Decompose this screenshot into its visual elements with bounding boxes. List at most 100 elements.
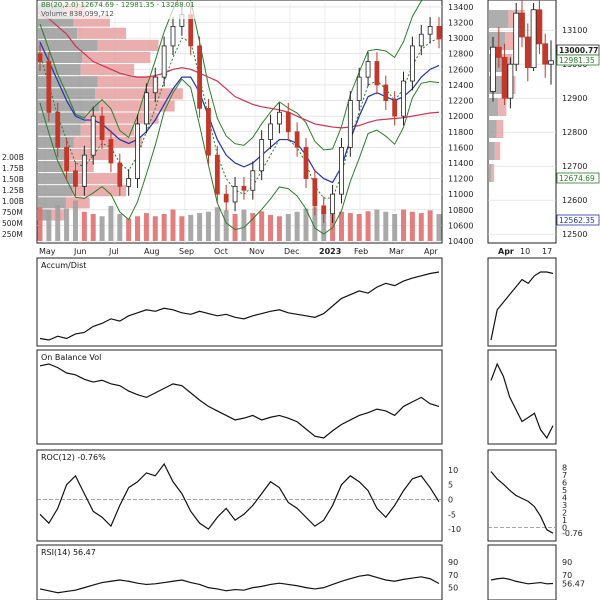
side-panel-frame-2 (487, 349, 557, 445)
x-tick-label: Sep (179, 247, 194, 256)
side-vbp-bar-up (496, 120, 504, 138)
volume-by-price-bar-down (37, 112, 86, 124)
volume-bar (161, 214, 167, 241)
volume-bar (143, 213, 149, 241)
volume-bar (303, 208, 309, 241)
candle-body (418, 33, 424, 47)
candle-body (427, 26, 433, 35)
y-tick-label: 11000 (448, 190, 473, 199)
volume-bar (214, 207, 220, 241)
volume-by-price-bar-up (98, 100, 175, 112)
side-y-tick-label: 12900 (562, 94, 587, 103)
side-y-tick-label: 12600 (562, 196, 587, 205)
volume-by-price-bar-up (95, 88, 183, 100)
panel-frame-1 (36, 257, 443, 347)
indicator-label: RSI(14) 56.47 (41, 548, 96, 557)
candle-body (90, 115, 96, 156)
volume-bar (179, 216, 185, 241)
volume-bar (383, 211, 389, 241)
y-tick-label: 11200 (448, 175, 473, 184)
candle-body (152, 76, 158, 94)
candle-body (64, 146, 69, 172)
candle-body (259, 139, 265, 172)
x-tick-label: Nov (249, 247, 265, 256)
volume-bar (427, 210, 433, 241)
candle-body (108, 139, 114, 164)
volume-bar (99, 216, 105, 241)
volume-bar (294, 211, 300, 241)
x-tick-label: Oct (214, 247, 228, 256)
side-indicator-line-1 (490, 362, 554, 440)
side-candle-body (519, 12, 525, 38)
volume-by-price-bar-up (97, 76, 159, 88)
side-vbp-bar-down (488, 32, 505, 50)
volume-bar (72, 200, 78, 241)
y-tick-label: 11600 (448, 143, 473, 152)
volume-by-price-bar-up (73, 136, 143, 148)
volume-by-price-bar-down (37, 15, 74, 27)
x-tick-label: Mar (389, 247, 405, 256)
volume-bar (170, 209, 176, 241)
panel-frame-4 (36, 544, 443, 600)
side-indicator-line-0 (490, 271, 554, 341)
indicator-y-tick-label: -10 (448, 525, 461, 534)
y-tick-label: 12600 (448, 65, 473, 74)
volume-bar (135, 216, 141, 241)
volume-by-price-bar-down (37, 160, 63, 173)
candle-body (232, 185, 238, 203)
volume-tick-label: 1.00B (2, 197, 24, 206)
side-vbp-bar-up (498, 98, 507, 116)
side-vbp-bar-down (488, 164, 492, 182)
y-tick-label: 12400 (448, 81, 473, 90)
side-price-badge (556, 214, 600, 226)
candle-body (161, 45, 167, 78)
volume-tick-label: 1.25B (2, 186, 24, 195)
side-x-tick-label: Apr (498, 247, 514, 256)
volume-by-price-bar-up (77, 27, 127, 39)
volume-tick-label: 750M (2, 208, 23, 217)
volume-by-price-bar-up (73, 15, 110, 27)
volume-by-price-bar-down (37, 148, 67, 160)
side-indicator-tick-label: 7 (562, 471, 567, 480)
indicator-line-1 (39, 363, 440, 439)
side-indicator-tick-label: 5 (562, 486, 567, 495)
side-vbp-bar-down (488, 10, 509, 28)
volume-bar (374, 209, 380, 241)
side-candle-body (548, 60, 554, 65)
volume-bar (347, 213, 353, 241)
side-indicator-tick-label: 90 (562, 558, 572, 567)
side-indicator-tick-label: 1 (562, 516, 567, 525)
side-indicator-tick-label: 4 (562, 494, 567, 503)
candle-body (117, 162, 123, 187)
side-indicator-tick-label: 0 (562, 524, 567, 533)
candle-body (347, 100, 353, 148)
volume-bar (312, 207, 318, 241)
bollinger-upper-line (39, 0, 424, 151)
y-tick-label: 12800 (448, 50, 473, 59)
side-candle-body (495, 46, 502, 58)
y-tick-label: 13000 (448, 34, 473, 43)
volume-by-price-bar-up (62, 160, 94, 173)
indicator-line-2 (39, 462, 440, 530)
side-panel-frame-1 (487, 257, 557, 347)
side-candle-body (536, 9, 543, 45)
volume-bar (232, 214, 238, 241)
x-tick-label: Jun (73, 247, 87, 256)
indicator-line-0 (39, 271, 440, 341)
volume-bar (356, 214, 362, 241)
side-price-badge-label: 12674.69 (559, 174, 595, 183)
candle-body (365, 61, 371, 78)
legend-bollinger: BB(20,2.0) 12674.69 - 12981.35 - 13288.0… (41, 1, 195, 9)
volume-bar (259, 211, 265, 241)
x-tick-label: Dec (284, 247, 299, 256)
candle-body (188, 14, 194, 47)
volume-by-price-bar-down (37, 51, 83, 64)
indicator-label: ROC(12) -0.76% (41, 453, 106, 462)
candle-body (374, 61, 380, 86)
x-tick-label: Feb (354, 247, 368, 256)
side-panel-frame-4 (487, 544, 557, 600)
volume-bar (117, 214, 123, 241)
volume-bar (365, 211, 371, 241)
candle-body (339, 146, 344, 195)
volume-bar (46, 209, 52, 241)
